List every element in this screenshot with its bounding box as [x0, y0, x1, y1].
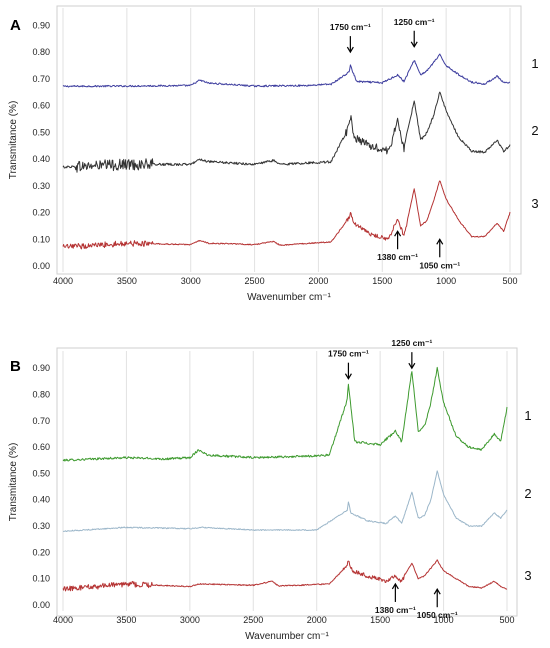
annotation-label: 1380 cm⁻¹	[377, 252, 418, 262]
y-tick-label: 0.00	[32, 261, 50, 271]
y-tick-label: 0.10	[32, 234, 50, 244]
annotation-label: 1750 cm⁻¹	[328, 349, 369, 359]
y-tick-label: 0.30	[32, 181, 50, 191]
x-tick-label: 500	[499, 615, 514, 625]
series-label-3: 3	[524, 568, 531, 583]
panel-b-y-ticks: 0.00 0.10 0.20 0.30 0.40 0.50 0.60 0.70 0.80 0.90	[32, 363, 50, 610]
x-tick-label: 4000	[53, 615, 73, 625]
panel-b-y-axis-title: Transmitance (%)	[8, 443, 19, 522]
panel-a-grid	[62, 8, 511, 272]
y-tick-label: 0.70	[32, 74, 50, 84]
panel-b-grid	[62, 351, 508, 611]
annotation-arrowhead	[391, 582, 399, 590]
annotation-arrowhead	[408, 362, 416, 370]
x-tick-label: 2500	[245, 276, 265, 286]
y-tick-label: 0.80	[32, 47, 50, 57]
annotation-arrowhead	[344, 373, 352, 380]
panel-b-series	[62, 366, 508, 592]
x-tick-label: 2000	[308, 276, 328, 286]
annotation-arrowhead	[394, 230, 402, 237]
series-label-2: 2	[524, 486, 531, 501]
x-tick-label: 2000	[307, 615, 327, 625]
y-tick-label: 0.40	[32, 495, 50, 505]
y-tick-label: 0.40	[32, 154, 50, 164]
x-tick-label: 1000	[436, 276, 456, 286]
annotation-label: 1380 cm⁻¹	[375, 605, 416, 615]
x-tick-label: 3000	[180, 615, 200, 625]
y-tick-label: 0.50	[32, 468, 50, 478]
x-tick-label: 2500	[243, 615, 263, 625]
panel-b-label: B	[10, 358, 21, 375]
series-label-3: 3	[531, 196, 538, 211]
annotation-label: 1250 cm⁻¹	[394, 17, 435, 27]
x-tick-label: 3000	[181, 276, 201, 286]
x-tick-label: 1500	[372, 276, 392, 286]
y-tick-label: 0.60	[32, 442, 50, 452]
panel-b-frame	[56, 347, 518, 617]
panel-a-y-axis-title: Transmitance (%)	[8, 101, 19, 180]
x-tick-label: 500	[502, 276, 517, 286]
y-tick-label: 0.90	[32, 363, 50, 373]
panel-b-x-axis-title: Wavenumber cm⁻¹	[245, 631, 329, 642]
spectrum-line-3	[62, 559, 508, 592]
spectrum-line-2	[62, 91, 511, 173]
panel-a-x-axis-title: Wavenumber cm⁻¹	[247, 292, 331, 303]
annotation-arrowhead	[346, 46, 354, 54]
annotation-arrowhead	[433, 588, 441, 595]
y-tick-label: 0.20	[32, 208, 50, 218]
x-tick-label: 1000	[434, 615, 454, 625]
series-label-1: 1	[524, 408, 531, 423]
spectrum-line-1	[62, 366, 508, 462]
y-tick-label: 0.70	[32, 416, 50, 426]
y-tick-label: 0.90	[32, 20, 50, 30]
y-tick-label: 0.20	[32, 547, 50, 557]
panel-a-series	[62, 53, 511, 250]
y-tick-label: 0.00	[32, 600, 50, 610]
annotation-arrowhead	[436, 238, 444, 245]
annotation-label: 1050 cm⁻¹	[417, 610, 458, 620]
y-tick-label: 0.60	[32, 101, 50, 111]
y-tick-label: 0.10	[32, 574, 50, 584]
panel-a-series-labels: 1 2 3	[531, 56, 538, 211]
x-tick-label: 3500	[116, 615, 136, 625]
spectrum-line-3	[62, 180, 511, 250]
annotation-label: 1750 cm⁻¹	[330, 22, 371, 32]
spectrum-line-2	[62, 470, 508, 532]
panel-b: B Transmitance (%) Wavenumber cm⁻¹ 0.000…	[8, 338, 532, 642]
annotation-label: 1050 cm⁻¹	[419, 260, 460, 270]
panel-a: A Transmitance (%) Wavenumber cm⁻¹ 0.000…	[8, 5, 539, 303]
panel-a-y-ticks: 0.00 0.10 0.20 0.30 0.40 0.50 0.60 0.70 0.80 0.90	[32, 20, 50, 271]
x-tick-label: 4000	[53, 276, 73, 286]
panel-a-x-ticks: 4000 3500 3000 2500 2000 1500 1000 500	[53, 276, 518, 286]
panel-b-x-ticks: 4000 3500 3000 2500 2000 1500 1000 500	[53, 615, 515, 625]
panel-a-frame	[56, 5, 522, 275]
x-tick-label: 3500	[117, 276, 137, 286]
annotation-label: 1250 cm⁻¹	[391, 338, 432, 348]
y-tick-label: 0.80	[32, 389, 50, 399]
y-tick-label: 0.30	[32, 521, 50, 531]
x-tick-label: 1500	[370, 615, 390, 625]
spectrum-line-1	[62, 53, 511, 88]
series-label-1: 1	[531, 56, 538, 71]
y-tick-label: 0.50	[32, 127, 50, 137]
panel-b-series-labels: 1 2 3	[524, 408, 531, 583]
series-label-2: 2	[531, 123, 538, 138]
panel-a-label: A	[10, 17, 21, 34]
annotation-arrowhead	[410, 41, 418, 48]
